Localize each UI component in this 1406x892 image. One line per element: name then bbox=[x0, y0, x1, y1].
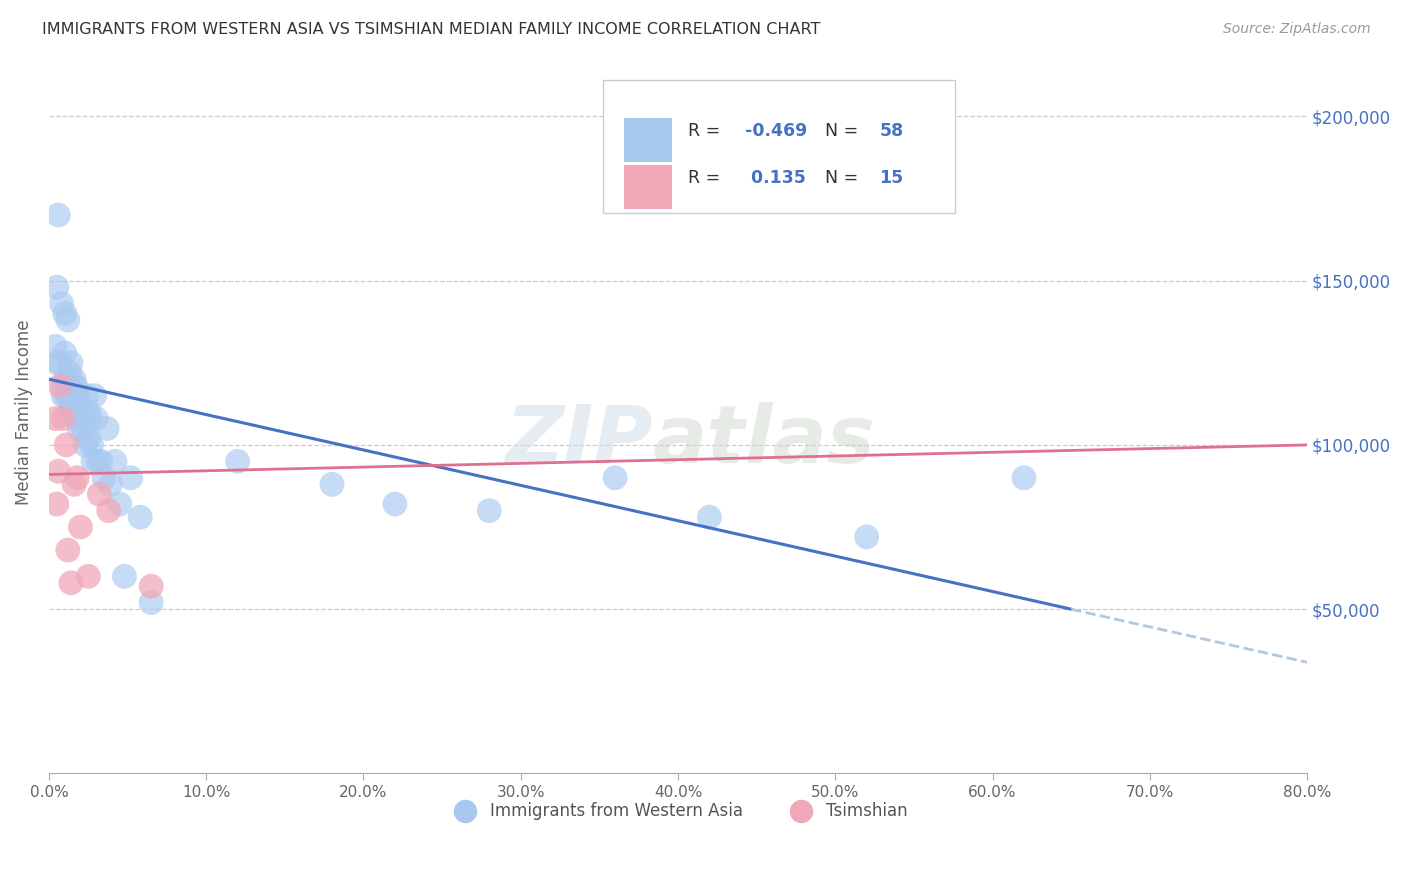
Point bbox=[75, 438, 97, 452]
Text: atlas: atlas bbox=[652, 402, 876, 480]
Point bbox=[59, 356, 82, 370]
Point bbox=[56, 313, 79, 327]
Point bbox=[63, 477, 86, 491]
Text: Source: ZipAtlas.com: Source: ZipAtlas.com bbox=[1223, 22, 1371, 37]
Point bbox=[1012, 471, 1035, 485]
Legend: Immigrants from Western Asia, Tsimshian: Immigrants from Western Asia, Tsimshian bbox=[441, 795, 914, 827]
Text: N =: N = bbox=[825, 169, 863, 187]
Point bbox=[77, 569, 100, 583]
Point bbox=[48, 464, 70, 478]
FancyBboxPatch shape bbox=[624, 165, 672, 209]
Point bbox=[603, 471, 626, 485]
Point bbox=[79, 411, 101, 425]
Point bbox=[45, 356, 67, 370]
Point bbox=[98, 477, 121, 491]
Point bbox=[84, 411, 107, 425]
FancyBboxPatch shape bbox=[603, 79, 955, 213]
Point bbox=[120, 471, 142, 485]
Point bbox=[52, 411, 75, 425]
Point bbox=[384, 497, 406, 511]
Y-axis label: Median Family Income: Median Family Income bbox=[15, 319, 32, 505]
Text: R =: R = bbox=[688, 169, 725, 187]
Point bbox=[56, 389, 79, 403]
Point bbox=[80, 438, 103, 452]
Point bbox=[699, 510, 721, 524]
Point bbox=[97, 503, 120, 517]
Point bbox=[855, 530, 877, 544]
Point bbox=[83, 389, 105, 403]
Point bbox=[70, 411, 93, 425]
Point bbox=[66, 471, 89, 485]
Point bbox=[104, 454, 127, 468]
Point bbox=[321, 477, 343, 491]
Point bbox=[59, 399, 82, 413]
Text: ZIP: ZIP bbox=[506, 402, 652, 480]
Point bbox=[55, 438, 77, 452]
Point bbox=[52, 378, 75, 392]
Text: R =: R = bbox=[688, 122, 725, 140]
Point bbox=[67, 421, 90, 435]
Point bbox=[58, 366, 80, 380]
Point bbox=[63, 372, 86, 386]
Point bbox=[129, 510, 152, 524]
Point bbox=[48, 208, 70, 222]
Point bbox=[72, 421, 94, 435]
Point bbox=[67, 399, 90, 413]
Point bbox=[141, 596, 163, 610]
Point bbox=[65, 411, 87, 425]
Text: 0.135: 0.135 bbox=[745, 169, 806, 187]
Point bbox=[478, 503, 501, 517]
Text: 15: 15 bbox=[879, 169, 904, 187]
Point bbox=[226, 454, 249, 468]
Text: IMMIGRANTS FROM WESTERN ASIA VS TSIMSHIAN MEDIAN FAMILY INCOME CORRELATION CHART: IMMIGRANTS FROM WESTERN ASIA VS TSIMSHIA… bbox=[42, 22, 821, 37]
Point bbox=[58, 378, 80, 392]
Point bbox=[44, 339, 66, 353]
Point bbox=[45, 280, 67, 294]
Text: 58: 58 bbox=[879, 122, 904, 140]
Point bbox=[53, 346, 76, 360]
Point bbox=[49, 356, 72, 370]
Point bbox=[53, 306, 76, 320]
Point bbox=[56, 543, 79, 558]
Point bbox=[65, 378, 87, 392]
Point bbox=[89, 487, 111, 501]
Point bbox=[59, 575, 82, 590]
Point bbox=[90, 454, 112, 468]
Point bbox=[51, 296, 73, 310]
Text: N =: N = bbox=[825, 122, 863, 140]
Point bbox=[55, 389, 77, 403]
Point bbox=[141, 579, 163, 593]
Point bbox=[55, 372, 77, 386]
Point bbox=[44, 411, 66, 425]
Point bbox=[96, 421, 118, 435]
Point bbox=[114, 569, 136, 583]
Point bbox=[76, 389, 98, 403]
Point bbox=[77, 431, 100, 445]
Point bbox=[108, 497, 131, 511]
Point bbox=[82, 454, 104, 468]
Point bbox=[52, 389, 75, 403]
Point bbox=[87, 454, 110, 468]
Point bbox=[69, 405, 91, 419]
Point bbox=[77, 405, 100, 419]
Point bbox=[45, 497, 67, 511]
Point bbox=[66, 389, 89, 403]
Point bbox=[49, 378, 72, 392]
FancyBboxPatch shape bbox=[624, 119, 672, 161]
Point bbox=[93, 471, 115, 485]
Text: -0.469: -0.469 bbox=[745, 122, 807, 140]
Point bbox=[69, 520, 91, 534]
Point bbox=[58, 405, 80, 419]
Point bbox=[62, 389, 84, 403]
Point bbox=[62, 378, 84, 392]
